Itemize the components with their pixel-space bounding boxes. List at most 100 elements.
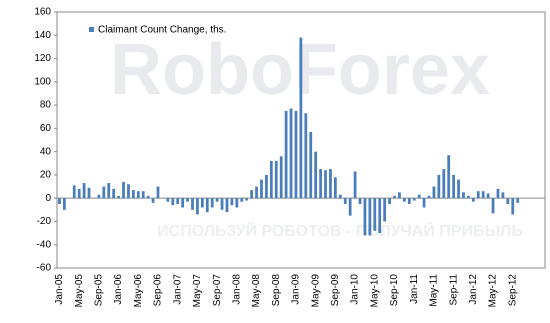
y-tick-label: 80 [40, 100, 52, 111]
y-tick-label: 120 [34, 53, 51, 64]
bar [412, 198, 416, 201]
bar [146, 195, 150, 199]
bar [289, 108, 293, 199]
x-tick-label: Jan-12 [468, 274, 479, 305]
bar [358, 198, 362, 204]
x-tick-label: May-11 [429, 274, 440, 307]
bar [417, 194, 421, 199]
bar [393, 195, 396, 199]
y-tick-label: 20 [40, 170, 52, 181]
bar [250, 190, 253, 199]
bar [265, 174, 268, 199]
y-tick-label: -60 [37, 263, 52, 274]
bar [343, 198, 347, 204]
bar [496, 188, 500, 199]
bar [269, 160, 273, 199]
bar [462, 192, 465, 199]
bar [481, 191, 485, 199]
x-tick-label: Jan-09 [291, 274, 302, 305]
bar [210, 198, 214, 208]
x-tick-label: Sep-10 [389, 274, 400, 307]
bar [348, 198, 352, 216]
bar [215, 198, 219, 202]
x-tick-label: Sep-11 [448, 274, 459, 306]
bar [304, 113, 308, 199]
bar [294, 110, 298, 199]
bar [58, 198, 61, 204]
bar [97, 194, 101, 199]
bar [171, 198, 175, 206]
y-tick-label: 100 [34, 76, 51, 87]
x-tick-label: Sep-09 [330, 274, 341, 307]
bar [176, 198, 180, 204]
bar [279, 156, 283, 199]
bar [230, 198, 234, 206]
bar [398, 192, 401, 199]
x-tick-label: May-12 [488, 274, 499, 308]
bar [131, 190, 135, 199]
bar [491, 198, 495, 214]
x-tick-label: Jan-06 [113, 274, 124, 305]
x-tick-label: Sep-12 [507, 274, 518, 307]
bar [383, 198, 387, 222]
x-tick-label: May-05 [74, 274, 85, 308]
x-tick-label: Sep-05 [94, 274, 105, 307]
bar [205, 198, 209, 213]
bar [467, 195, 470, 199]
bar [516, 198, 520, 203]
bar [82, 183, 86, 199]
bar [324, 170, 327, 199]
bar [274, 160, 278, 199]
y-tick-label: 160 [34, 7, 51, 18]
x-tick-label: Jan-10 [350, 274, 361, 305]
bar [511, 198, 515, 215]
y-tick-label: 140 [34, 30, 51, 41]
bar [284, 110, 288, 199]
bar [402, 198, 406, 202]
bar [476, 191, 480, 199]
x-tick-label: May-09 [310, 274, 321, 308]
x-tick-label: May-07 [192, 274, 203, 308]
bar [102, 186, 106, 199]
bar [87, 187, 91, 199]
x-tick-label: Jan-11 [409, 274, 420, 304]
plot-frame [56, 11, 546, 269]
bar [353, 171, 357, 199]
bar [240, 198, 244, 202]
bar [422, 198, 426, 208]
bar [127, 184, 130, 199]
bar [329, 169, 332, 199]
bar [338, 194, 342, 199]
y-tick-label: -40 [37, 239, 52, 250]
bar [471, 198, 475, 202]
bar [63, 198, 66, 210]
x-tick-label: Jan-05 [54, 274, 65, 305]
bar [363, 198, 367, 236]
bar [314, 151, 318, 199]
watermark-slogan: ИСПОЛЬЗУЙ РОБОТОВ - ПОЛУЧАЙ ПРИБЫЛЬ [157, 221, 523, 240]
bar [427, 195, 431, 199]
y-tick-label: 0 [45, 193, 51, 204]
bar [220, 198, 224, 210]
bar [388, 198, 391, 204]
bar [437, 174, 441, 199]
bar [196, 198, 199, 215]
bar [506, 198, 510, 204]
bar [452, 174, 456, 199]
x-tick-label: Jan-08 [231, 274, 242, 305]
bar [191, 198, 194, 210]
bar [378, 198, 382, 234]
bar [77, 188, 81, 199]
y-tick-label: 60 [40, 123, 52, 134]
bar [442, 169, 446, 199]
bar [225, 198, 229, 213]
bar [447, 155, 451, 199]
y-tick-label: -20 [37, 216, 52, 227]
bar [260, 179, 263, 199]
bar [319, 169, 322, 199]
bar [122, 181, 125, 199]
y-tick-label: 40 [40, 146, 52, 157]
x-tick-label: Sep-06 [153, 274, 164, 307]
bar [186, 198, 189, 202]
bar [72, 185, 76, 199]
